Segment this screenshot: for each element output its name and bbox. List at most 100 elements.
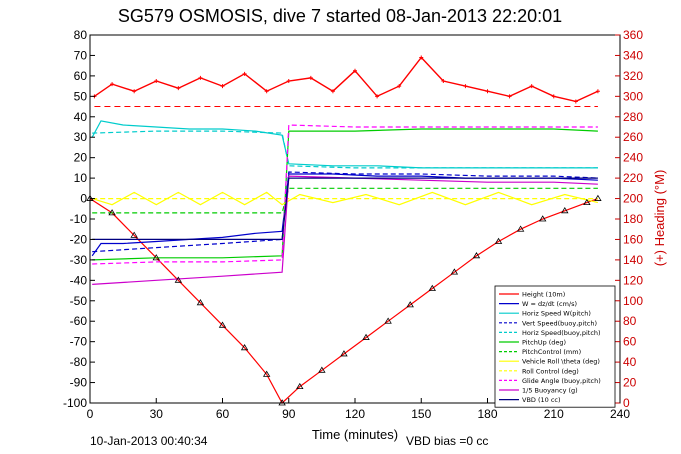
right-y-axis-label: (+) Heading (°M) [652,170,667,267]
x-tick-label: 60 [216,407,230,421]
legend-label: Glide Angle (buoy,pitch) [522,377,601,385]
heading-marker [397,84,402,89]
y-tick-label: -100 [63,396,87,410]
legend-label: W = dz/dt (cm/s) [522,300,577,308]
legend: Height (10m)W = dz/dt (cm/s) Horiz Speed … [494,285,616,408]
y-tick-label: -60 [70,314,88,328]
series-line-vert-speed-buoy-pitch [92,171,598,253]
heading-marker [264,89,269,94]
depth-marker [240,344,249,351]
x-axis-label: Time (minutes) [312,427,398,442]
y-tick-label: 60 [74,69,88,83]
x-tick-label: 0 [87,407,94,421]
heading-marker [176,86,181,91]
right-y-tick-label: 360 [623,28,643,42]
right-y-tick-label: 0 [623,396,630,410]
heading-marker [286,79,291,83]
right-y-tick-label: 100 [623,294,643,308]
x-tick-label: 150 [411,407,431,421]
depth-marker [472,252,481,259]
heading-marker [308,75,313,80]
heading-marker [485,89,490,94]
footer-vbd-bias: VBD bias =0 cc [406,434,488,448]
legend-label: Horiz Speed(buoy,pitch) [522,329,601,337]
right-y-tick-label: 180 [623,212,643,226]
depth-marker [594,194,602,201]
heading-marker [573,99,578,104]
depth-marker [539,215,547,222]
y-tick-label: -20 [70,232,88,246]
legend-label: Roll Control (deg) [522,367,579,375]
depth-marker [450,268,459,275]
right-y-tick-label: 60 [623,335,637,349]
right-y-tick-label: 200 [623,192,643,206]
heading-marker [330,89,335,94]
y-tick-label: 20 [74,151,88,165]
x-tick-label: 180 [477,407,497,421]
heading-marker [507,94,512,99]
y-tick-label: 40 [74,110,88,124]
heading-marker [375,94,380,99]
right-y-tick-label: 280 [623,110,643,124]
chart-title: SG579 OSMOSIS, dive 7 started 08-Jan-201… [118,6,562,26]
x-tick-label: 30 [150,407,164,421]
heading-marker [551,94,556,99]
right-y-tick-label: 20 [623,376,637,390]
series-line-height-10m [89,198,599,404]
right-y-tick-label: 80 [623,314,637,328]
series-line-horiz-speed-buoy-pitch [92,130,598,169]
depth-marker [561,207,569,214]
x-tick-label: 90 [282,407,296,421]
y-tick-label: -10 [70,212,88,226]
legend-label: Vert Speed(buoy,pitch) [522,319,597,327]
heading-marker [419,55,424,60]
depth-marker [108,209,116,216]
y-tick-label: -80 [70,355,88,369]
x-tick-label: 240 [610,407,630,421]
legend-label: PitchControl (mm) [522,348,581,356]
series-line-1-5-buoyancy-g [92,175,598,285]
footer-timestamp: 10-Jan-2013 00:40:34 [90,434,208,448]
depth-marker [340,350,348,357]
right-y-tick-label: 260 [623,130,643,144]
y-tick-label: 70 [74,48,88,62]
heading-marker [198,75,203,80]
depth-marker [362,333,370,340]
heading-marker [353,68,357,73]
y-tick-label: -50 [70,294,88,308]
depth-marker [406,301,414,308]
depth-marker [296,382,304,390]
depth-marker [318,366,326,373]
y-tick-label: 10 [74,171,88,185]
heading-marker [110,82,115,87]
series-line-horiz-speed-w-pitch [91,120,598,169]
right-y-tick-label: 120 [623,273,643,287]
series-line-glide-angle-buoy-pitch [92,124,598,265]
legend-label: Height (10m) [522,291,565,299]
y-tick-label: -90 [70,376,88,390]
x-tick-label: 120 [345,407,365,421]
heading-line [94,56,599,103]
legend-label: Vehicle Roll \theta (deg) [522,358,600,366]
heading-marker [242,71,247,76]
x-tick-label: 210 [544,407,564,421]
y-tick-label: -40 [70,273,88,287]
y-tick-label: 30 [74,130,88,144]
y-tick-label: -70 [70,335,88,349]
depth-marker [583,198,591,206]
series-line-pitchup-deg [92,128,598,261]
y-tick-label: 50 [74,89,88,103]
right-y-tick-label: 160 [623,232,643,246]
series-line-vbd-10-cc [92,177,598,240]
depth-marker [384,317,392,324]
heading-marker [154,79,159,83]
legend-label: PitchUp (deg) [522,339,566,347]
right-y-tick-label: 40 [623,355,637,369]
right-y-tick-label: 220 [623,171,643,185]
legend-label: 1/5 Buoyancy (g) [522,387,578,395]
depth-marker [494,237,503,244]
y-tick-label: 80 [74,28,88,42]
heading-marker [529,84,534,89]
depth-marker [428,284,436,291]
